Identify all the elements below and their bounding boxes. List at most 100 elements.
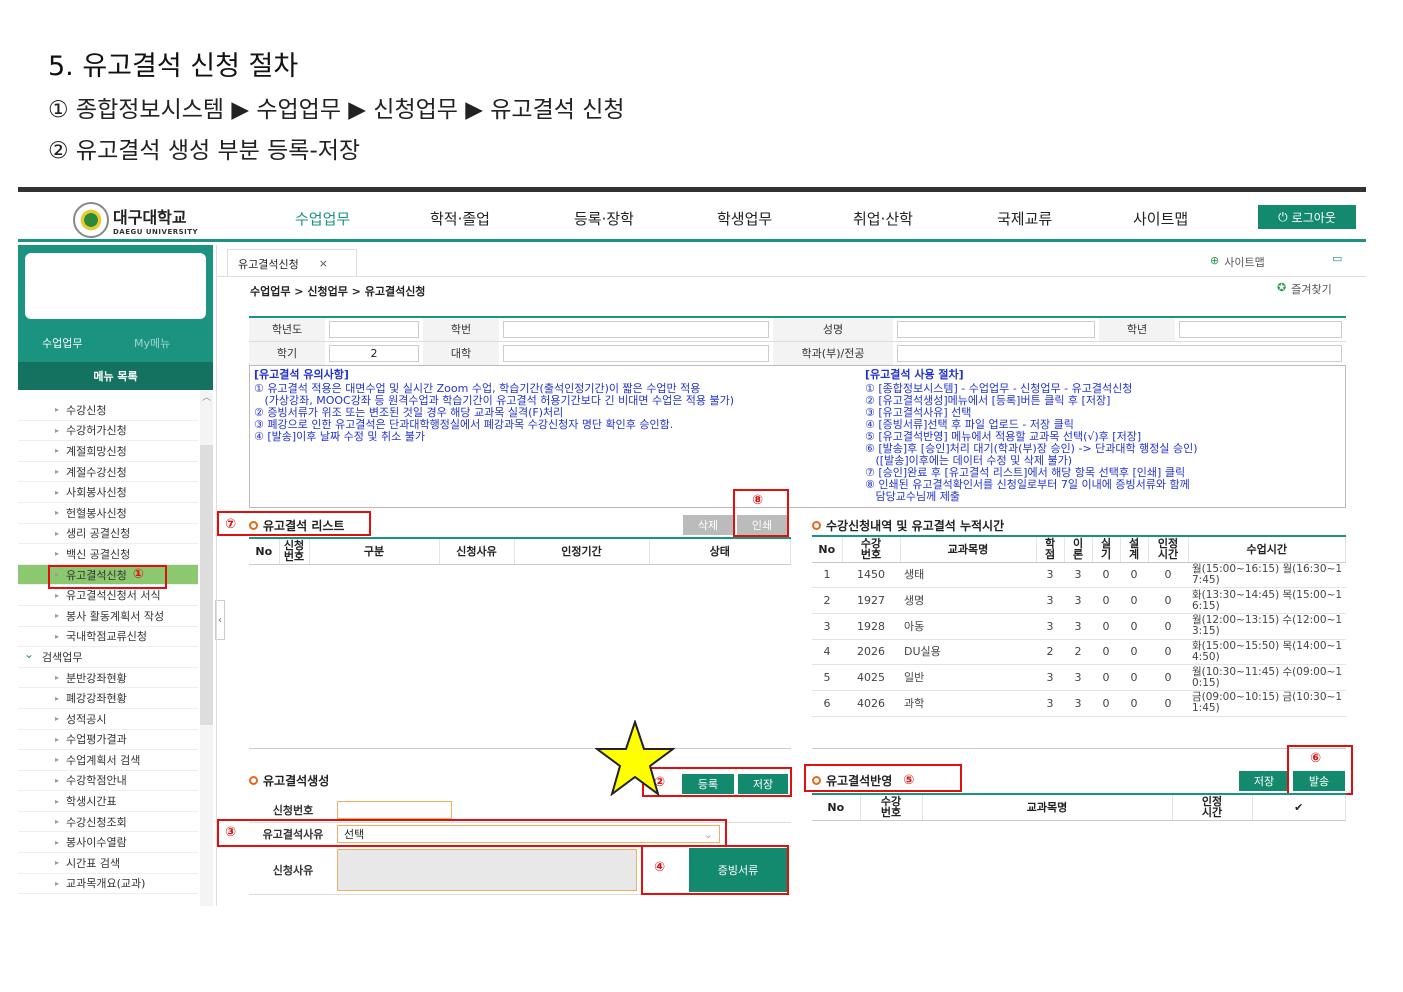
sidebar-item[interactable]: 폐강강좌현황 <box>18 688 198 709</box>
sidebar-item[interactable]: 성적공시 <box>18 709 198 730</box>
year-field[interactable] <box>329 320 419 338</box>
college-field[interactable] <box>503 344 769 362</box>
evidence-button[interactable]: 증빙서류 <box>689 848 787 892</box>
notice-line: ② 증빙서류가 위조 또는 변조된 것일 경우 해당 교과목 실격(F)처리 <box>254 406 564 419</box>
sidebar-item[interactable]: 백신 공결신청 <box>18 544 198 565</box>
table-cell: 3 <box>812 613 842 640</box>
sidebar-item[interactable]: 생리 공결신청 <box>18 524 198 545</box>
column-header: No <box>249 538 280 565</box>
sidebar-item-label: 분반강좌현황 <box>66 671 127 685</box>
sidebar-item[interactable]: 검색업무 <box>18 647 198 668</box>
column-header: 수업시간 <box>1188 536 1346 563</box>
sidebar-item[interactable]: 국내학점교류신청 <box>18 627 198 648</box>
nav-tuition[interactable]: 등록·장학 <box>574 210 634 228</box>
sidebar-item-label: 수강신청조회 <box>66 815 127 829</box>
sidebar-item[interactable]: 시간표 검색 <box>18 853 198 874</box>
table-row[interactable]: 4 2026 DU실용 2 2 0 0 0 화(15:00~15:50) 목(14:00~14:… <box>812 639 1346 666</box>
procedure-title: [유고결석 사용 절차] <box>865 368 964 381</box>
table-cell: 과학 <box>900 690 1036 717</box>
window-icon[interactable]: ▭ <box>1332 252 1343 265</box>
logout-label: 로그아웃 <box>1291 210 1336 225</box>
sidebar-item[interactable]: 봉사 활동계획서 작성 <box>18 606 198 627</box>
sidebar-item[interactable]: 학생시간표 <box>18 791 198 812</box>
logout-button[interactable]: ⏻ 로그아웃 <box>1258 205 1356 229</box>
sidebar-item[interactable]: 수업평가결과 <box>18 730 198 751</box>
sidebar-item[interactable]: 교과목개요(교과) <box>18 874 198 895</box>
label: 학번 <box>423 317 499 342</box>
sidebar-item[interactable]: 봉사이수열람 <box>18 832 198 854</box>
sidebar-item[interactable]: 분반강좌현황 <box>18 668 198 689</box>
table-cell: 생태 <box>900 562 1036 589</box>
term-field[interactable]: 2 <box>329 344 419 362</box>
sidebar-item[interactable]: 수강학점안내 <box>18 771 198 792</box>
table-cell: 0 <box>1092 613 1120 640</box>
student-id-field[interactable] <box>503 320 769 338</box>
sidebar-item[interactable]: 수강신청 <box>18 400 198 421</box>
apply-save-button[interactable]: 저장 <box>1239 771 1289 791</box>
table-cell: 0 <box>1148 639 1188 666</box>
sitemap-link[interactable]: ⊕ 사이트맵 <box>1210 254 1265 270</box>
highlight-box <box>804 764 962 792</box>
nav-academic[interactable]: 학적·졸업 <box>430 210 490 228</box>
divider <box>217 276 1366 277</box>
reason-select[interactable]: 선택 ⌄ <box>337 825 720 843</box>
sidebar-item[interactable]: 헌혈봉사신청 <box>18 503 198 524</box>
favorites-link[interactable]: ✪ 즐겨찾기 <box>1277 281 1332 297</box>
table-cell: 0 <box>1120 562 1148 589</box>
section-title: 유고결석 리스트 <box>263 519 345 533</box>
tab-absence[interactable]: 유고결석신청 × <box>227 249 357 277</box>
sidebar-item[interactable]: 수강신청조회 <box>18 812 198 833</box>
dept-field[interactable] <box>897 344 1342 362</box>
notice-line: 담당교수님께 제출 <box>865 490 960 503</box>
scroll-up-icon[interactable]: ︿ <box>201 393 211 403</box>
step-marker: ⑦ <box>225 517 237 532</box>
reason-textarea[interactable] <box>337 849 637 891</box>
table-row[interactable]: 6 4026 과학 3 3 0 0 0 금(09:00~10:15) 금(10:30~11:45… <box>812 690 1346 717</box>
register-button[interactable]: 등록 <box>682 774 734 794</box>
nav-class[interactable]: 수업업무 <box>295 210 351 228</box>
table-cell: 3 <box>1064 690 1092 717</box>
notice-line: ③ 폐강으로 인한 유고결석은 단과대학행정실에서 폐강과목 수강신청자 명단 … <box>254 418 674 431</box>
collapse-sidebar-icon[interactable]: ‹ <box>215 600 225 640</box>
save-button[interactable]: 저장 <box>738 774 788 794</box>
reason-value: 선택 <box>344 828 365 841</box>
name-field[interactable] <box>897 320 1095 338</box>
scrollbar-thumb[interactable] <box>200 445 213 725</box>
nav-international[interactable]: 국제교류 <box>997 210 1053 228</box>
column-header: 인정기간 <box>514 538 650 565</box>
sidebar-item-label: 수업평가결과 <box>66 733 127 747</box>
close-icon[interactable]: × <box>318 257 328 270</box>
sidebar-item-label: 유고결석신청 <box>66 568 127 582</box>
table-row[interactable]: 1 1450 생태 3 3 0 0 0 월(15:00~16:15) 월(16:30~17:45… <box>812 562 1346 589</box>
print-button[interactable]: 인쇄 <box>737 515 787 535</box>
sidebar-item[interactable]: 수강허가신청 <box>18 421 198 442</box>
column-header: 구분 <box>309 538 440 565</box>
table-cell: 화(15:00~15:50) 목(14:00~14:50) <box>1188 639 1346 666</box>
sidebar-tab-mymenu[interactable]: My메뉴 <box>134 337 171 350</box>
table-row[interactable]: 5 4025 일반 3 3 0 0 0 월(10:30~11:45) 수(09:00~10:15… <box>812 664 1346 691</box>
nav-student[interactable]: 학생업무 <box>717 210 773 228</box>
request-no-field[interactable] <box>337 800 452 819</box>
logo[interactable]: 대구대학교 DAEGU UNIVERSITY <box>73 202 198 238</box>
column-header: 인정 시간 <box>1148 536 1189 563</box>
sidebar-item[interactable]: 계절수강신청 <box>18 462 198 483</box>
notice-line: ② [유고결석생성]메뉴에서 [등록]버튼 클릭 후 [저장] <box>865 394 1111 407</box>
table-cell: 5 <box>812 664 842 691</box>
table-cell: 0 <box>1148 587 1188 614</box>
logo-ko: 대구대학교 <box>113 208 187 227</box>
sidebar-item[interactable]: 수업계획서 검색 <box>18 750 198 771</box>
grade-field[interactable] <box>1179 320 1342 338</box>
send-button[interactable]: 발송 <box>1293 771 1345 791</box>
delete-button[interactable]: 삭제 <box>683 515 733 535</box>
table-cell: 3 <box>1036 562 1064 589</box>
table-row[interactable]: 2 1927 생명 3 3 0 0 0 화(13:30~14:45) 목(15:00~16:15… <box>812 587 1346 614</box>
table-cell: DU실용 <box>900 639 1036 666</box>
sidebar-item[interactable]: 사회봉사신청 <box>18 482 198 503</box>
table-cell: 2 <box>1064 639 1092 666</box>
table-cell: 4026 <box>842 690 900 717</box>
sidebar-item[interactable]: 계절희망신청 <box>18 441 198 462</box>
nav-career[interactable]: 취업·산학 <box>853 210 913 228</box>
table-row[interactable]: 3 1928 아동 3 3 0 0 0 월(12:00~13:15) 수(12:00~13:15… <box>812 613 1346 640</box>
sidebar-tab-class[interactable]: 수업업무 <box>42 337 83 350</box>
nav-sitemap[interactable]: 사이트맵 <box>1133 210 1189 228</box>
